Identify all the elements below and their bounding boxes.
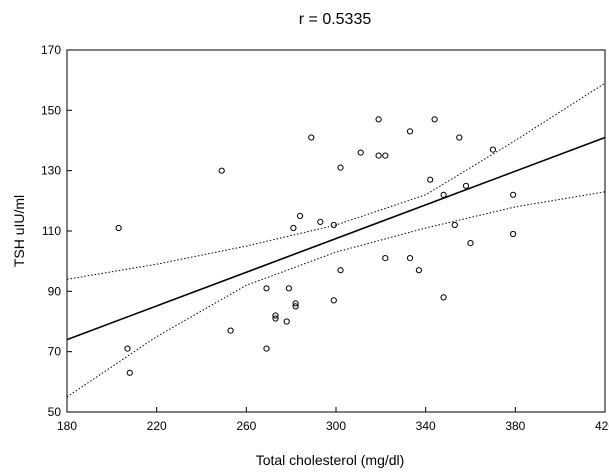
- data-point: [382, 255, 389, 262]
- y-tick-label: 70: [48, 345, 62, 359]
- data-point: [317, 218, 324, 225]
- data-point: [272, 312, 279, 319]
- data-point: [375, 116, 382, 123]
- data-point: [330, 221, 337, 229]
- y-tick-label: 110: [42, 224, 61, 238]
- data-point: [440, 294, 447, 301]
- y-tick-label: 50: [48, 405, 62, 419]
- y-tick-label: 130: [41, 164, 61, 178]
- x-tick-label: 300: [326, 419, 346, 433]
- data-point: [489, 146, 496, 153]
- data-point: [382, 152, 389, 159]
- y-tick-label: 170: [41, 43, 61, 57]
- data-point: [290, 224, 297, 232]
- data-point: [272, 315, 279, 322]
- data-point: [263, 345, 270, 352]
- data-points: [115, 116, 517, 376]
- y-tick-label: 90: [48, 284, 62, 298]
- x-tick-label: 340: [416, 419, 436, 433]
- confidence-bands: [66, 82, 606, 398]
- chart-title: r = 0.5335: [299, 11, 372, 28]
- data-point: [431, 116, 438, 123]
- data-point: [297, 212, 304, 219]
- data-point: [218, 167, 225, 174]
- data-point: [456, 134, 463, 141]
- data-point: [406, 128, 414, 135]
- data-point: [337, 267, 344, 274]
- regression-line: [66, 136, 606, 341]
- data-point: [440, 191, 447, 198]
- data-point: [115, 224, 122, 232]
- x-axis-ticks: 180 220 260 300 340 380 420: [57, 407, 609, 433]
- x-tick-label: 180: [57, 419, 77, 433]
- data-point: [451, 221, 458, 229]
- data-point: [285, 285, 292, 292]
- regression-line-group: [66, 136, 606, 341]
- data-point: [124, 345, 131, 352]
- data-point: [292, 303, 299, 310]
- data-point: [509, 191, 517, 198]
- data-point: [427, 176, 434, 183]
- x-tick-label: 260: [236, 419, 256, 433]
- data-point: [337, 164, 344, 171]
- data-point: [263, 285, 270, 292]
- data-point: [467, 240, 474, 247]
- data-point: [330, 297, 337, 304]
- data-point: [283, 318, 290, 325]
- data-point: [415, 267, 422, 274]
- data-point: [292, 300, 299, 307]
- y-axis-ticks: 50 70 90 110 130 150 170: [41, 43, 72, 419]
- data-point: [509, 230, 517, 238]
- data-point: [462, 182, 470, 189]
- y-axis-label: TSH uIU/ml: [11, 195, 27, 267]
- x-axis-label: Total cholesterol (mg/dl): [256, 452, 405, 468]
- x-tick-label: 380: [505, 419, 525, 433]
- data-point: [126, 369, 133, 376]
- data-point: [375, 152, 382, 159]
- data-point: [357, 149, 364, 156]
- confidence-band-upper: [66, 82, 606, 280]
- plot-frame: [66, 49, 606, 413]
- data-point: [308, 134, 315, 141]
- data-point: [406, 255, 414, 262]
- data-point: [227, 327, 234, 334]
- confidence-band-lower: [66, 191, 606, 398]
- x-tick-label: 220: [147, 419, 167, 433]
- x-tick-label: 420: [595, 419, 609, 433]
- y-tick-label: 150: [41, 103, 61, 117]
